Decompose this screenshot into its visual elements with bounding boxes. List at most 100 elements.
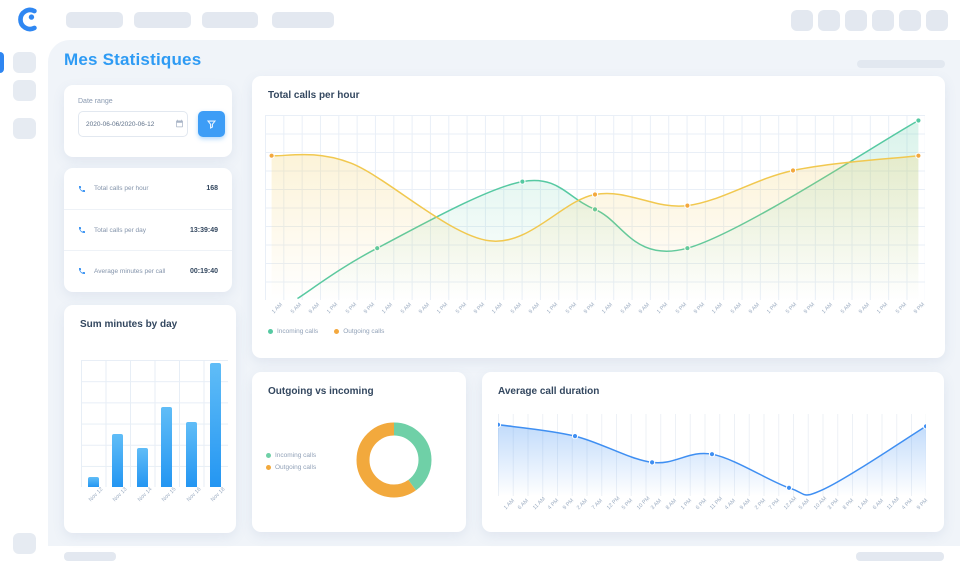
x-tick-label: 4 PM [546, 497, 561, 512]
bar [136, 447, 148, 487]
x-tick-label: 9 AM [637, 302, 651, 316]
x-tick-label: 5 PM [674, 301, 688, 316]
chart-title: Average call duration [498, 386, 600, 397]
chart-title: Sum minutes by day [80, 319, 178, 330]
x-tick-label: 9 PM [561, 497, 575, 512]
data-point [915, 117, 922, 124]
phone-logo-icon [18, 7, 37, 32]
sidebar-item-placeholder[interactable] [13, 118, 36, 139]
footer-placeholder [856, 552, 944, 561]
main-content: Mes Statistiques Date range Total calls … [48, 40, 960, 546]
x-tick-label: 1 AM [502, 498, 516, 512]
legend-item[interactable]: Incoming calls [268, 328, 318, 335]
x-tick-label: 10 PM [635, 495, 651, 512]
toolbar-button-placeholder[interactable] [845, 10, 867, 31]
x-tick-label: 1 AM [711, 302, 725, 316]
x-tick-label: 2 PM [753, 497, 767, 512]
x-tick-label: Nov 13 [111, 486, 129, 504]
x-tick-label: 9 AM [527, 302, 541, 316]
toolbar-button-placeholder[interactable] [926, 10, 948, 31]
nav-item-placeholder[interactable] [66, 12, 123, 28]
topbar [48, 0, 960, 40]
legend-label: Incoming calls [277, 328, 319, 335]
nav-item-placeholder[interactable] [134, 12, 191, 28]
chart-title: Total calls per hour [268, 90, 360, 101]
chart-title: Outgoing vs incoming [268, 386, 374, 397]
apply-filter-button[interactable] [198, 111, 225, 137]
toolbar-button-placeholder[interactable] [872, 10, 894, 31]
legend-dot-icon [334, 329, 340, 334]
data-point [519, 178, 526, 185]
stat-value: 168 [206, 185, 218, 192]
x-tick-label: 7 PM [768, 497, 782, 512]
chart-legend: Incoming calls Outgoing calls [268, 328, 384, 335]
stat-value: 13:39:49 [189, 226, 218, 234]
x-tick-label: 5 PM [454, 301, 468, 316]
x-tick-label: 1 AM [381, 302, 395, 316]
sidebar-item-placeholder[interactable] [13, 80, 36, 101]
stats-card: Total calls per hour 168 Total calls per d… [64, 168, 232, 292]
average_call_duration-svg [498, 421, 926, 496]
toolbar-button-placeholder[interactable] [818, 10, 840, 31]
x-tick-label: Nov 15 [160, 486, 178, 504]
legend-item[interactable]: Incoming calls [266, 452, 316, 459]
x-tick-label: 11 PM [709, 495, 725, 512]
x-tick-label: 1 PM [876, 301, 890, 316]
x-tick-label: 5 PM [784, 301, 798, 316]
x-axis-labels: 1 AM 6 AM 11 AM 4 PM 9 PM 2 AM 7 AM 12 PM 5 PM 10… [498, 495, 929, 516]
date-range-input[interactable] [78, 111, 188, 137]
x-tick-label: 9 AM [747, 302, 761, 316]
x-tick-label: 5 AM [289, 302, 303, 316]
chart-legend: Incoming calls Outgoing calls [266, 452, 316, 471]
sidebar-item-placeholder[interactable] [13, 533, 36, 554]
x-axis-labels: Nov 12 Nov 13 Nov 14 Nov 15 Nov 16 Nov 18 [81, 486, 228, 508]
date-range-card: Date range [64, 85, 232, 157]
x-tick-label: 11 AM [886, 496, 902, 512]
x-axis-labels: 1 AM 5 AM 9 AM 1 PM 5 PM 9 PM 1 AM 5 AM 9 AM 1 PM… [265, 301, 927, 320]
stat-row: Total calls per day 13:39:49 [64, 209, 232, 250]
avg-duration-card: Average call duration 1 AM 6 AM 11 AM 4 PM 9… [482, 372, 944, 532]
data-point [649, 459, 656, 466]
x-tick-label: 12 AM [782, 495, 799, 512]
x-tick-label: 1 PM [436, 301, 450, 316]
legend-item[interactable]: Outgoing calls [266, 464, 316, 471]
x-tick-label: 8 AM [664, 498, 678, 512]
x-tick-label: 2 AM [576, 498, 590, 512]
x-tick-label: 9 PM [582, 301, 597, 316]
phone-icon [79, 185, 85, 192]
sidebar [0, 0, 48, 574]
x-tick-label: 1 AM [271, 302, 285, 316]
stat-label: Average minutes per call [94, 267, 166, 275]
data-point [789, 167, 797, 174]
toolbar-button-placeholder[interactable] [899, 10, 921, 31]
x-tick-label: 1 PM [679, 497, 693, 512]
total_calls_per_hour-svg [268, 117, 922, 300]
x-tick-label: 5 AM [619, 302, 633, 316]
legend-label: Outgoing calls [343, 328, 385, 335]
x-tick-label: Nov 18 [209, 486, 227, 504]
x-tick-label: 9 PM [912, 301, 927, 316]
x-tick-label: 1 PM [656, 301, 670, 316]
x-tick-label: 3 PM [827, 497, 841, 512]
app-logo[interactable] [17, 7, 42, 32]
donut-svg [356, 422, 432, 498]
toolbar-button-placeholder[interactable] [791, 10, 813, 31]
x-tick-label: 6 AM [517, 498, 531, 512]
funnel-icon [206, 120, 217, 129]
x-tick-label: 7 AM [591, 498, 605, 512]
legend-item[interactable]: Outgoing calls [334, 328, 384, 335]
x-tick-label: Nov 16 [185, 486, 203, 504]
nav-item-placeholder[interactable] [202, 12, 258, 28]
x-tick-label: Nov 14 [136, 486, 154, 504]
data-point [498, 421, 502, 428]
nav-item-placeholder[interactable] [272, 12, 334, 28]
phone-icon [79, 227, 85, 233]
x-tick-label: 6 AM [871, 498, 885, 512]
sidebar-item-placeholder[interactable] [13, 52, 36, 73]
x-tick-label: 10 AM [812, 495, 828, 512]
data-point [922, 423, 926, 430]
legend-dot-icon [268, 329, 273, 334]
bar [112, 433, 124, 487]
calendar-icon[interactable] [175, 119, 184, 128]
donut-card: Outgoing vs incoming Incoming calls Outgo… [252, 372, 466, 532]
